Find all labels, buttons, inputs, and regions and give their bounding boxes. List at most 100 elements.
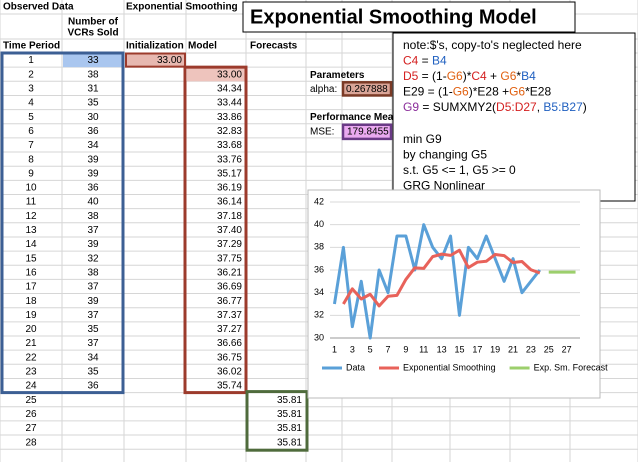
sold-cell: 35 [87,98,99,109]
period-cell: 22 [25,352,37,363]
note-segment: )* [463,69,472,83]
forecast-cell: 35.81 [277,409,302,420]
sold-cell: 36 [87,381,99,392]
x-tick-label: 1 [332,344,337,354]
model-cell: 33.00 [217,69,242,80]
sold-cell: 36 [87,183,99,194]
param-cell [341,81,393,97]
x-tick-label: 27 [562,344,572,354]
y-tick-label: 36 [314,264,324,274]
x-tick-label: 7 [386,344,391,354]
period-cell: 3 [28,84,34,95]
note-segment: ) [583,100,587,114]
init-cell: 33.00 [157,55,182,66]
period-cell: 4 [28,98,34,109]
param-value: 179.8455 [347,126,389,137]
period-cell: 27 [25,423,37,434]
model-cell: 36.14 [217,197,242,208]
sold-cell: 37 [87,338,99,349]
sold-cell: 39 [87,154,99,165]
note-segment: C4 [471,69,487,83]
sold-cell: 31 [87,84,99,95]
title-box [242,1,576,33]
period-cell: 25 [25,395,37,406]
x-tick-label: 23 [526,344,536,354]
note-box [392,32,636,202]
model-cell: 37.40 [217,225,242,236]
note-segment: + [487,69,501,83]
cell-highlight [63,54,123,68]
sold-cell: 38 [87,69,99,80]
sold-cell: 39 [87,168,99,179]
model-cell: 37.27 [217,324,242,335]
note-segment: * [516,69,521,83]
note-segment: B4 [432,54,447,68]
period-cell: 8 [28,154,34,165]
period-cell: 28 [25,437,37,448]
forecast-cell: 35.81 [277,437,302,448]
note-segment: D5 [403,69,419,83]
sold-cell: 37 [87,282,99,293]
model-cell: 37.18 [217,211,242,222]
param-label: MSE: [310,126,334,137]
series-line [332,223,541,340]
note-segment: G6 [447,69,463,83]
model-cell: 33.44 [217,98,242,109]
period-cell: 21 [25,338,37,349]
model-cell: 36.19 [217,183,242,194]
sold-cell: 35 [87,324,99,335]
period-cell: 6 [28,126,34,137]
period-cell: 19 [25,310,37,321]
period-cell: 23 [25,367,37,378]
forecast-cell: 35.81 [277,423,302,434]
period-cell: 5 [28,112,34,123]
note-segment: D5:D27 [496,100,537,114]
model-cell: 35.17 [217,168,242,179]
model-cell: 33.86 [217,112,242,123]
y-tick-label: 40 [314,219,324,229]
range-box [183,65,248,395]
period-cell: 7 [28,140,34,151]
period-cell: 24 [25,381,37,392]
x-tick-label: 5 [368,344,373,354]
param-heading: Performance Mea [310,112,394,123]
note-segment: B4 [521,69,536,83]
note-segment: note:$'s, copy-to's neglected here [403,38,582,52]
legend-label: Exp. Sm. Forecast [534,362,609,372]
cell-highlight [125,52,186,68]
period-cell: 14 [25,239,37,250]
legend-label: Exponential Smoothing [403,362,496,372]
forecast-cell: 35.81 [277,395,302,406]
title: Exponential Smoothing Model [250,6,537,28]
note-line: s.t. G5 <= 1, G5 >= 0 [403,163,516,177]
sold-cell: 32 [87,253,99,264]
y-tick-label: 38 [314,242,324,252]
model-cell: 33.68 [217,140,242,151]
header: Exponential Smoothing [126,2,238,13]
note-segment: G6 [500,69,516,83]
model-cell: 36.66 [217,338,242,349]
y-tick-label: 32 [314,310,324,320]
sold-cell: 34 [87,140,99,151]
period-cell: 16 [25,267,37,278]
note-segment: , [537,100,544,114]
note-segment: = [418,54,432,68]
note-line: note:$'s, copy-to's neglected here [403,38,582,52]
note-segment: *E28 [525,85,551,99]
x-tick-label: 11 [419,344,428,354]
model-cell: 36.69 [217,282,242,293]
sold-cell: 35 [87,367,99,378]
period-cell: 18 [25,296,37,307]
period-cell: 12 [25,211,37,222]
x-tick-label: 25 [544,344,554,354]
note-segment: G9 [403,100,419,114]
note-line: GRG Nonlinear [403,179,485,193]
model-cell: 37.29 [217,239,242,250]
note-line: C4 = B4 [403,54,447,68]
sold-cell: 37 [87,225,99,236]
period-cell: 10 [25,183,37,194]
period-cell: 13 [25,225,37,236]
model-cell: 36.75 [217,352,242,363]
period-cell: 2 [28,69,34,80]
sold-cell: 39 [87,296,99,307]
